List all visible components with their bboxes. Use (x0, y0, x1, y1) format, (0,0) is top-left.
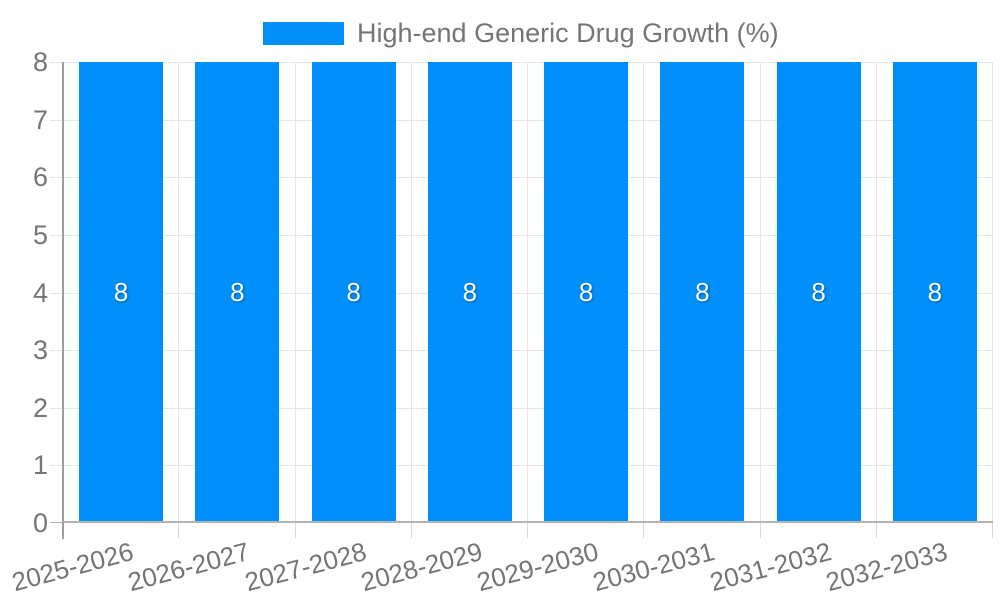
y-tick-mark (50, 465, 62, 467)
bar[interactable]: 8 (544, 62, 629, 523)
bar-value-label: 8 (230, 277, 245, 307)
bar[interactable]: 8 (892, 62, 977, 523)
bar-value-label: 8 (346, 277, 361, 307)
y-axis-line (62, 62, 64, 539)
y-axis-tick-label: 1 (32, 450, 48, 481)
bar[interactable]: 8 (427, 62, 512, 523)
y-gridline (63, 177, 993, 179)
x-tick-mark (643, 523, 645, 538)
y-gridline (63, 465, 993, 467)
bar-value-label: 8 (695, 277, 710, 307)
x-axis-baseline (63, 521, 993, 523)
plot-area: 8 8 8 8 8 8 8 8 (63, 62, 993, 523)
bar[interactable]: 8 (79, 62, 164, 523)
x-tick-mark (178, 523, 180, 538)
bar-value-label: 8 (113, 277, 129, 307)
bar-value-label: 8 (927, 277, 943, 307)
y-tick-mark (50, 350, 62, 352)
y-axis-tick-label: 5 (32, 219, 48, 250)
y-axis-tick-label: 4 (32, 277, 48, 308)
legend-swatch[interactable] (263, 22, 344, 45)
y-gridline (63, 62, 993, 63)
y-tick-mark (50, 522, 62, 523)
y-axis-tick-label: 7 (32, 104, 48, 135)
x-axis-label: 2025-2026 (8, 536, 137, 598)
x-gridline (294, 62, 296, 523)
y-gridline (63, 407, 993, 409)
x-axis-label: 2029-2030 (473, 536, 602, 598)
x-axis-label: 2026-2027 (125, 536, 253, 598)
x-gridline (410, 62, 412, 523)
bar[interactable]: 8 (776, 62, 861, 523)
x-tick-mark (759, 523, 761, 538)
x-gridline (178, 62, 180, 523)
bar[interactable]: 8 (311, 62, 396, 523)
x-axis-label: 2028-2029 (357, 536, 486, 598)
x-gridline (875, 62, 877, 523)
x-tick-mark (875, 523, 877, 538)
legend-label[interactable]: High-end Generic Drug Growth (%) (357, 18, 779, 48)
x-axis-label: 2032-2033 (822, 536, 951, 598)
y-gridline (63, 350, 993, 352)
x-tick-mark (527, 523, 528, 538)
y-gridline (63, 119, 993, 121)
y-axis-tick-label: 8 (32, 47, 48, 77)
y-axis-tick-label: 2 (32, 392, 48, 423)
y-tick-mark (50, 119, 62, 121)
x-gridline (643, 62, 645, 523)
bar-value-label: 8 (578, 277, 594, 307)
x-axis-label: 2030-2031 (590, 536, 718, 598)
bar-value-label: 8 (462, 277, 478, 307)
y-axis-tick-label: 3 (32, 335, 48, 366)
y-tick-mark (50, 234, 62, 236)
bar-value-label: 8 (811, 277, 826, 307)
y-gridline (63, 292, 993, 294)
y-axis-tick-label: 0 (32, 508, 48, 538)
y-axis-tick-label: 6 (32, 162, 48, 193)
x-gridline (527, 62, 528, 523)
y-tick-mark (50, 62, 62, 63)
x-gridline (759, 62, 761, 523)
x-tick-mark (410, 523, 412, 538)
x-tick-mark (294, 523, 296, 538)
bar[interactable]: 8 (660, 62, 745, 523)
x-gridline (992, 62, 993, 523)
bar[interactable]: 8 (195, 62, 280, 523)
x-axis-label: 2027-2028 (241, 536, 370, 598)
y-gridline (63, 234, 993, 236)
y-tick-mark (50, 177, 62, 179)
x-tick-mark (992, 523, 993, 538)
x-axis-label: 2031-2032 (706, 536, 835, 598)
y-tick-mark (50, 407, 62, 409)
y-tick-mark (50, 292, 62, 294)
